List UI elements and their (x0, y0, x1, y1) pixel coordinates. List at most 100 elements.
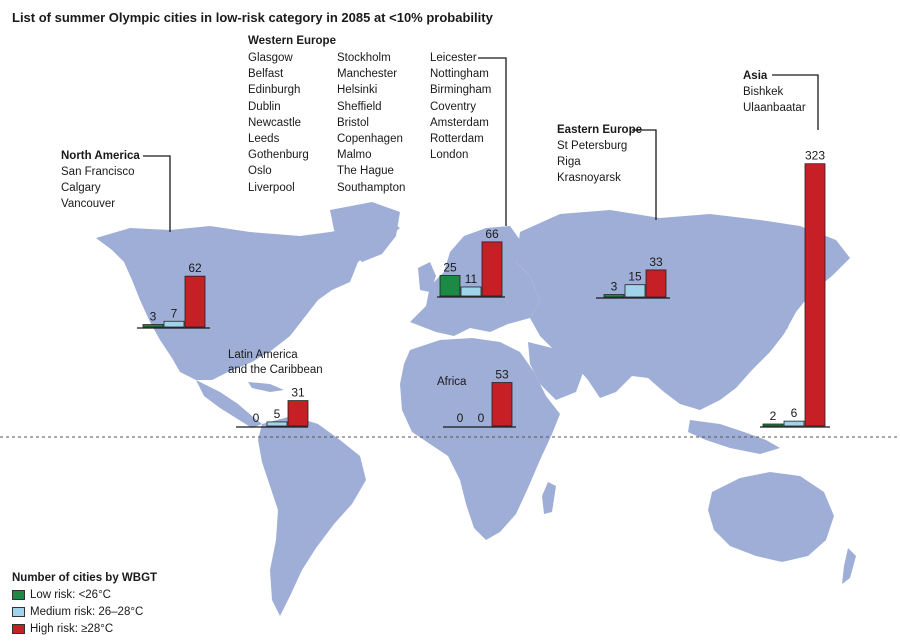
bar-value-label: 62 (188, 261, 202, 275)
arabia-landmass (528, 342, 584, 400)
eastern-europe-leader (632, 129, 657, 220)
western-europe-heading: Western Europe (248, 33, 336, 49)
bar-low-risk (603, 294, 625, 298)
bar-high-risk (481, 241, 503, 297)
legend-label: Medium risk: 26–28°C (30, 605, 144, 618)
city-name: Bishkek (743, 86, 784, 98)
north-america-label: North America San Francisco Calgary Vanc… (61, 148, 140, 212)
legend-item-low: Low risk: <26°C (12, 586, 157, 603)
city-name: The Hague (337, 165, 394, 178)
legend-swatch-low (12, 589, 25, 600)
bar-medium-risk (266, 421, 288, 427)
bar-value-label: 6 (791, 406, 798, 420)
city-name: Glasgow (248, 52, 293, 64)
city-name: Edinburgh (248, 84, 301, 97)
japan-landmass (776, 300, 792, 336)
bar-high-risk (804, 163, 826, 427)
legend-label: High risk: ≥28°C (30, 622, 114, 635)
city-name: Oslo (248, 165, 272, 178)
city-name: Copenhagen (337, 133, 403, 146)
city-name: Coventry (430, 100, 477, 113)
bar-value-label: 15 (628, 270, 642, 284)
greenland-landmass (330, 202, 400, 262)
city-name: Manchester (337, 68, 398, 81)
bar-high-risk (645, 269, 667, 298)
bar-medium-risk (163, 320, 185, 328)
madagascar-landmass (542, 482, 556, 514)
city-name: Dublin (248, 100, 281, 113)
city-name: Leeds (248, 133, 280, 146)
bar-group-africa: 0 0 53 (443, 368, 516, 428)
bar-group-eastern-europe: 3 15 33 (596, 255, 670, 299)
western-europe-cities-column-3: Leicester Nottingham Birmingham Coventry… (430, 50, 491, 163)
city-name: Leicester (430, 52, 477, 64)
western-europe-cities-column-1: Glasgow Belfast Edinburgh Dublin Newcast… (248, 50, 309, 196)
bar-high-risk (287, 400, 309, 427)
central-america-landmass (196, 380, 262, 428)
bar-low-risk (142, 324, 164, 328)
bar-value-label: 0 (478, 411, 485, 425)
bar-low-risk (439, 275, 461, 297)
bar-value-label: 11 (465, 272, 478, 286)
city-name: Malmo (337, 149, 372, 162)
asia-landmass (516, 210, 850, 410)
bar-high-risk (184, 275, 206, 328)
bar-value-label: 25 (443, 261, 457, 275)
western-europe-cities-column-2: Stockholm Manchester Helsinki Sheffield … (337, 50, 405, 196)
city-name: Nottingham (430, 68, 489, 81)
bar-value-label: 53 (495, 368, 509, 382)
city-list: St Petersburg Riga Krasnoyarsk (557, 138, 642, 186)
bar-value-label: 33 (649, 255, 663, 269)
city-name: Gothenburg (248, 149, 309, 162)
asia-label: Asia Bishkek Ulaanbaatar (743, 68, 806, 116)
city-list: San Francisco Calgary Vancouver (61, 164, 140, 212)
north-america-leader (143, 155, 171, 232)
latin-america-label: Latin America and the Caribbean (228, 349, 323, 376)
city-name: San Francisco (61, 166, 135, 178)
land-masses (96, 202, 856, 616)
caribbean-islands (248, 382, 284, 392)
region-name: Eastern Europe (557, 124, 642, 136)
legend-label: Low risk: <26°C (30, 588, 111, 601)
city-name: Belfast (248, 68, 284, 81)
bar-group-latin-america: 0 5 31 (236, 386, 309, 428)
city-name: Newcastle (248, 116, 302, 129)
bar-value-label: 323 (805, 149, 825, 163)
bar-value-label: 0 (253, 411, 260, 425)
city-name: Krasnoyarsk (557, 172, 621, 184)
figure-title: List of summer Olympic cities in low-ris… (12, 10, 493, 25)
legend: Number of cities by WBGT Low risk: <26°C… (12, 572, 157, 637)
city-name: Sheffield (337, 100, 382, 113)
city-name: Bristol (337, 116, 369, 129)
bar-value-label: 5 (274, 407, 281, 421)
africa-landmass (400, 338, 560, 540)
city-name: Amsterdam (430, 116, 489, 129)
australia-landmass (708, 472, 834, 562)
city-name: Helsinki (337, 84, 378, 97)
bar-group-north-america: 3 7 62 (137, 261, 210, 329)
new-zealand-landmass (842, 548, 856, 584)
bar-low-risk (762, 423, 784, 427)
legend-item-medium: Medium risk: 26–28°C (12, 603, 157, 620)
north-america-landmass (96, 218, 400, 380)
eastern-europe-label: Eastern Europe St Petersburg Riga Krasno… (557, 122, 642, 186)
city-name: Stockholm (337, 52, 391, 64)
bar-value-label: 3 (611, 280, 618, 294)
legend-title: Number of cities by WBGT (12, 572, 158, 584)
city-name: Rotterdam (430, 133, 484, 146)
western-europe-leader (478, 57, 507, 226)
bar-value-label: 2 (770, 409, 777, 423)
bar-group-western-europe: 25 11 66 (437, 227, 505, 298)
bar-value-label: 66 (485, 227, 499, 241)
bar-medium-risk (460, 286, 482, 297)
city-name: Ulaanbaatar (743, 102, 806, 114)
bar-value-label: 3 (150, 310, 157, 324)
city-name: Vancouver (61, 198, 116, 210)
region-name: North America (61, 150, 140, 162)
city-name: Southampton (337, 181, 406, 194)
city-name: Riga (557, 156, 581, 168)
city-name: Calgary (61, 182, 101, 194)
